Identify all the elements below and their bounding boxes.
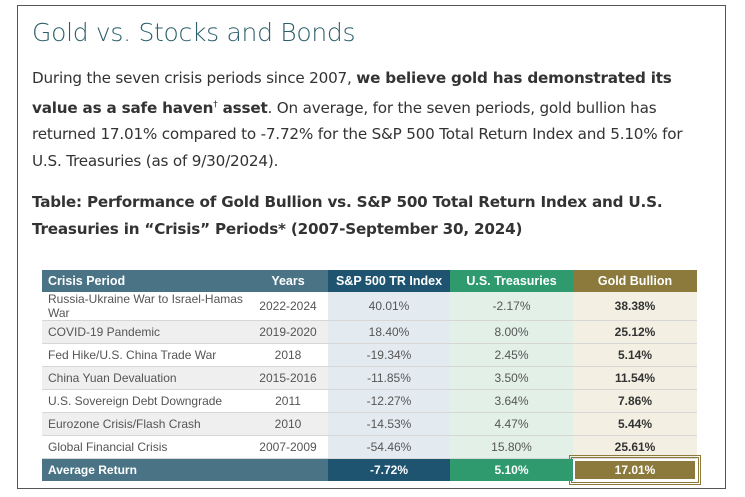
table-cell: Eurozone Crisis/Flash Crash bbox=[42, 412, 248, 436]
table-cell: U.S. Sovereign Debt Downgrade bbox=[42, 389, 248, 413]
footer-cell: Average Return bbox=[42, 458, 328, 481]
table-cell: 40.01% bbox=[328, 292, 450, 321]
table-caption: Table: Performance of Gold Bullion vs. S… bbox=[32, 193, 663, 238]
text: During the seven crisis periods since 20… bbox=[32, 69, 357, 87]
table-cell: -19.34% bbox=[328, 343, 450, 367]
table-cell: 4.47% bbox=[450, 412, 573, 436]
text: . On average, for the seven periods, gol… bbox=[32, 98, 683, 170]
table-cell: Global Financial Crisis bbox=[42, 435, 248, 459]
table-row: Global Financial Crisis 2007-2009 -54.46% 1… bbox=[42, 435, 697, 459]
table-cell: China Yuan Devaluation bbox=[42, 366, 248, 390]
table-cell: 15.80% bbox=[450, 435, 573, 459]
table-row: Fed Hike/U.S. China Trade War 2018 -19.34%… bbox=[42, 343, 697, 367]
footer-cell: 17.01% bbox=[569, 454, 701, 485]
table-cell: 8.00% bbox=[450, 320, 573, 344]
table-cell: 2007-2009 bbox=[248, 435, 328, 459]
table-cell: 7.86% bbox=[573, 389, 697, 413]
footer-cell: 5.10% bbox=[450, 458, 573, 481]
table-cell: 25.61% bbox=[573, 435, 697, 459]
paragraph: During the seven crisis periods since 20… bbox=[32, 65, 712, 174]
table-row: COVID-19 Pandemic 2019-2020 18.40% 8.00% 25.… bbox=[42, 320, 697, 344]
header-cell: Crisis Period bbox=[42, 270, 248, 292]
table-cell: 5.14% bbox=[573, 343, 697, 367]
bold-text: asset bbox=[217, 98, 268, 117]
table-cell: Russia-Ukraine War to Israel-Hamas War bbox=[42, 292, 248, 321]
table-cell: 2.45% bbox=[450, 343, 573, 367]
table-body: Russia-Ukraine War to Israel-Hamas War 20… bbox=[42, 292, 701, 485]
header-row: Crisis Period Years S&P 500 TR Index U.S. T… bbox=[42, 270, 697, 292]
table-row: U.S. Sovereign Debt Downgrade 2011 -12.27%… bbox=[42, 389, 697, 413]
title: Gold vs. Stocks and Bonds bbox=[32, 18, 356, 47]
table-cell: 2019-2020 bbox=[248, 320, 328, 344]
table-cell: 11.54% bbox=[573, 366, 697, 390]
footer-row: Average Return -7.72% 5.10% 17.01% bbox=[42, 454, 701, 485]
table-cell: -54.46% bbox=[328, 435, 450, 459]
table-cell: 25.12% bbox=[573, 320, 697, 344]
table-row: Eurozone Crisis/Flash Crash 2010 -14.53% 4.… bbox=[42, 412, 697, 436]
table-row: China Yuan Devaluation 2015-2016 -11.85% 3.… bbox=[42, 366, 697, 390]
footer-cell: -7.72% bbox=[328, 458, 450, 481]
table-cell: COVID-19 Pandemic bbox=[42, 320, 248, 344]
table-cell: 3.50% bbox=[450, 366, 573, 390]
table-cell: -11.85% bbox=[328, 366, 450, 390]
table-cell: 18.40% bbox=[328, 320, 450, 344]
dagger: † bbox=[213, 99, 218, 110]
table-cell: -14.53% bbox=[328, 412, 450, 436]
table-cell: -12.27% bbox=[328, 389, 450, 413]
table-cell: 2010 bbox=[248, 412, 328, 436]
frame bbox=[17, 5, 726, 489]
header-cell: Years bbox=[248, 270, 328, 292]
table-cell: 38.38% bbox=[573, 292, 697, 321]
header-cell: U.S. Treasuries bbox=[450, 270, 573, 292]
table-cell: 2022-2024 bbox=[248, 292, 328, 321]
performance-table: Crisis Period Years S&P 500 TR Index U.S. T… bbox=[42, 270, 701, 485]
table-row: Russia-Ukraine War to Israel-Hamas War 20… bbox=[42, 292, 697, 321]
table-cell: 5.44% bbox=[573, 412, 697, 436]
table-cell: 2011 bbox=[248, 389, 328, 413]
bold-text: we believe gold has demonstrated its val… bbox=[32, 69, 672, 117]
header-cell: Gold Bullion bbox=[573, 270, 697, 292]
table-cell: Fed Hike/U.S. China Trade War bbox=[42, 343, 248, 367]
header-cell: S&P 500 TR Index bbox=[328, 270, 450, 292]
table-cell: 2018 bbox=[248, 343, 328, 367]
table-cell: 3.64% bbox=[450, 389, 573, 413]
table-cell: -2.17% bbox=[450, 292, 573, 321]
table-cell: 2015-2016 bbox=[248, 366, 328, 390]
